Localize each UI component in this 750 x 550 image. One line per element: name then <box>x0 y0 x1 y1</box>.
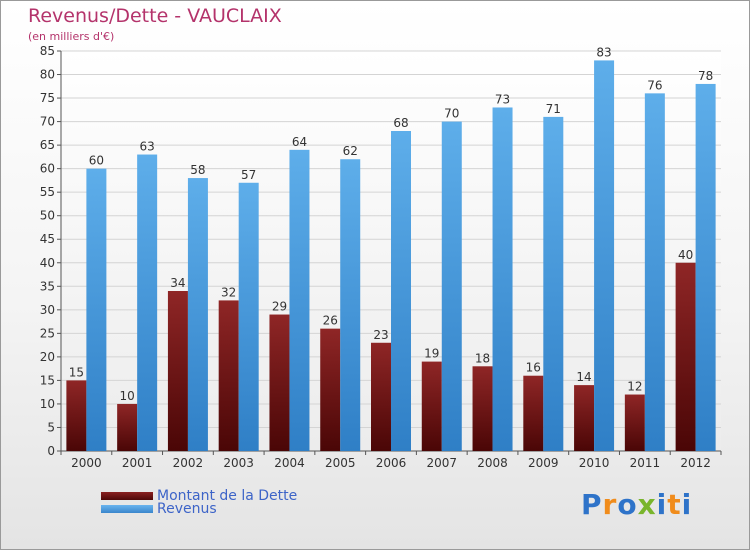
value-label-dette-2003: 32 <box>221 285 236 299</box>
legend-swatch-dette <box>101 492 153 500</box>
x-tick-label-2011: 2011 <box>630 456 661 470</box>
y-tick-label-55: 55 <box>40 185 55 199</box>
x-tick-label-2008: 2008 <box>477 456 508 470</box>
y-tick-label-0: 0 <box>47 444 55 458</box>
y-tick-label-85: 85 <box>40 44 55 58</box>
bar-revenus-2012 <box>695 83 716 452</box>
y-tick-label-35: 35 <box>40 279 55 293</box>
x-tick-label-2009: 2009 <box>528 456 559 470</box>
value-label-dette-2002: 34 <box>170 276 185 290</box>
bar-revenus-2001 <box>137 154 158 451</box>
bar-dette-2007 <box>421 361 442 451</box>
bar-dette-2010 <box>574 385 595 451</box>
y-tick-label-25: 25 <box>40 326 55 340</box>
x-tick-label-2010: 2010 <box>579 456 610 470</box>
proxiti-logo: Proxiti <box>581 488 693 521</box>
x-tick-label-2005: 2005 <box>325 456 356 470</box>
bar-dette-2012 <box>675 262 696 451</box>
bar-revenus-2003 <box>238 182 259 451</box>
bar-dette-2003 <box>218 300 239 451</box>
value-label-revenus-2003: 57 <box>241 168 256 182</box>
legend-item-revenus: Revenus <box>101 501 217 517</box>
bar-revenus-2002 <box>187 178 208 451</box>
chart-title: Revenus/Dette - VAUCLAIX <box>28 5 282 27</box>
bar-dette-2008 <box>472 366 493 451</box>
bar-dette-2002 <box>167 291 188 451</box>
value-label-dette-2010: 14 <box>576 370 591 384</box>
bar-revenus-2009 <box>543 116 564 451</box>
y-tick-label-15: 15 <box>40 373 55 387</box>
value-label-dette-2006: 23 <box>373 328 388 342</box>
y-tick-label-40: 40 <box>40 256 55 270</box>
value-label-revenus-2005: 62 <box>343 144 358 158</box>
bar-dette-2011 <box>624 394 645 451</box>
value-label-dette-2008: 18 <box>475 351 490 365</box>
y-tick-label-30: 30 <box>40 303 55 317</box>
bar-revenus-2010 <box>594 60 615 451</box>
bar-revenus-2004 <box>289 149 310 451</box>
value-label-revenus-2001: 63 <box>140 140 155 154</box>
value-label-dette-2001: 10 <box>120 389 135 403</box>
x-tick-label-2002: 2002 <box>173 456 204 470</box>
x-tick-label-2006: 2006 <box>376 456 407 470</box>
y-tick-label-65: 65 <box>40 138 55 152</box>
bar-dette-2000 <box>66 380 87 451</box>
value-label-revenus-2010: 83 <box>596 45 611 59</box>
bar-dette-2005 <box>320 328 341 451</box>
value-label-revenus-2000: 60 <box>89 154 104 168</box>
value-label-revenus-2009: 71 <box>546 102 561 116</box>
legend-item-dette: Montant de la Dette <box>101 488 297 504</box>
bar-revenus-2007 <box>441 121 462 452</box>
value-label-dette-2004: 29 <box>272 300 287 314</box>
x-tick-label-2001: 2001 <box>122 456 153 470</box>
legend-swatch-revenus <box>101 505 153 513</box>
bar-dette-2006 <box>371 342 391 451</box>
y-tick-label-5: 5 <box>47 420 55 434</box>
bar-revenus-2006 <box>391 131 411 451</box>
y-tick-label-50: 50 <box>40 209 55 223</box>
value-label-revenus-2011: 76 <box>647 78 662 92</box>
y-tick-label-70: 70 <box>40 115 55 129</box>
x-tick-label-2003: 2003 <box>223 456 254 470</box>
bar-dette-2009 <box>523 375 544 451</box>
value-label-revenus-2004: 64 <box>292 135 307 149</box>
x-tick-label-2000: 2000 <box>71 456 102 470</box>
legend-label-revenus: Revenus <box>157 501 217 517</box>
y-tick-label-75: 75 <box>40 91 55 105</box>
bar-revenus-2005 <box>340 159 361 451</box>
value-label-revenus-2006: 68 <box>393 116 408 130</box>
chart-subtitle: (en milliers d'€) <box>28 30 115 43</box>
value-label-dette-2009: 16 <box>526 361 541 375</box>
value-label-revenus-2007: 70 <box>444 107 459 121</box>
value-label-dette-2005: 26 <box>323 314 338 328</box>
y-tick-label-10: 10 <box>40 397 55 411</box>
x-tick-label-2004: 2004 <box>274 456 305 470</box>
value-label-dette-2007: 19 <box>424 347 439 361</box>
bar-revenus-2000 <box>86 168 107 451</box>
bar-revenus-2008 <box>492 107 513 452</box>
y-tick-label-45: 45 <box>40 232 55 246</box>
x-tick-label-2007: 2007 <box>426 456 457 470</box>
value-label-revenus-2008: 73 <box>495 92 510 106</box>
value-label-dette-2011: 12 <box>627 380 642 394</box>
value-label-dette-2000: 15 <box>69 365 84 379</box>
bar-dette-2004 <box>269 314 290 451</box>
value-label-dette-2012: 40 <box>678 248 693 262</box>
bar-revenus-2011 <box>644 93 665 452</box>
y-tick-label-60: 60 <box>40 162 55 176</box>
value-label-revenus-2002: 58 <box>190 163 205 177</box>
x-tick-label-2012: 2012 <box>680 456 711 470</box>
value-label-revenus-2012: 78 <box>698 69 713 83</box>
bar-dette-2001 <box>117 403 138 451</box>
y-tick-label-80: 80 <box>40 68 55 82</box>
legend-label-dette: Montant de la Dette <box>157 488 298 504</box>
y-tick-label-20: 20 <box>40 350 55 364</box>
